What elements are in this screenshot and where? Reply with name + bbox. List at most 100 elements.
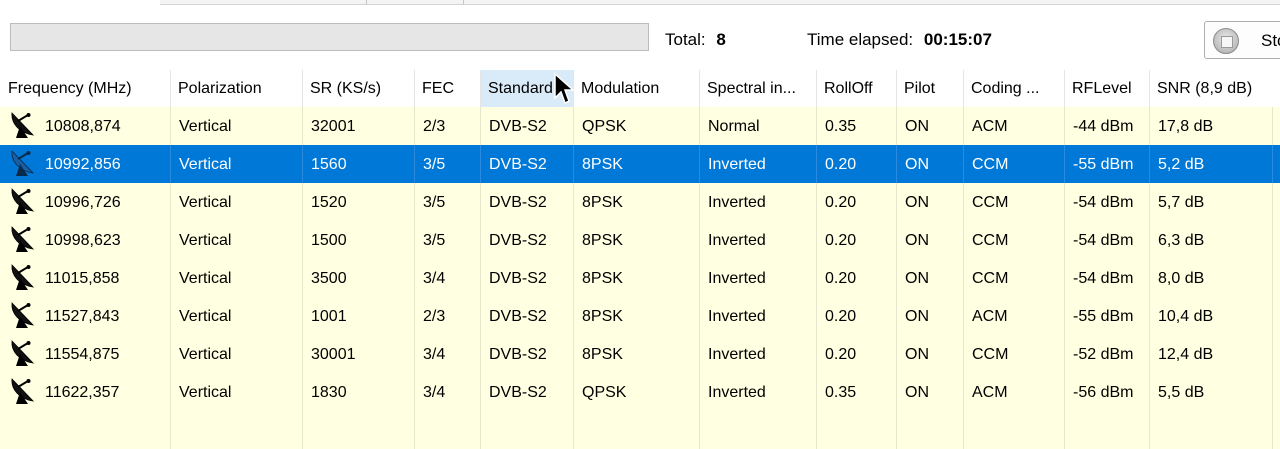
- transponder-table[interactable]: Frequency (MHz) Polarization SR (KS/s) FEC S…: [0, 70, 1280, 449]
- cell-sr-ks-s: 1520: [311, 194, 347, 211]
- cell-divider: [896, 259, 897, 297]
- cell-rolloff: 0.20: [825, 308, 857, 325]
- total-label: Total:: [665, 30, 706, 49]
- cell-divider: [573, 183, 574, 221]
- table-row[interactable]: 11015,858 Vertical 3500 3/4 DVB-S2 8PSK Invert…: [0, 259, 1280, 297]
- cell-divider: [963, 411, 964, 449]
- cell-polarization: Vertical: [179, 232, 232, 249]
- column-divider[interactable]: [170, 70, 171, 107]
- cell-divider: [1272, 335, 1273, 373]
- cell-divider: [1149, 297, 1150, 335]
- column-header-rolloff[interactable]: RollOff: [824, 80, 873, 97]
- cell-modulation: 8PSK: [582, 308, 623, 325]
- column-header-rflevel[interactable]: RFLevel: [1072, 80, 1132, 97]
- column-divider[interactable]: [816, 70, 817, 107]
- cell-frequency-mhz: 11554,875: [45, 346, 120, 363]
- cell-snr-8-9-db: 10,4 dB: [1158, 308, 1214, 325]
- column-header-spectral-in[interactable]: Spectral in...: [707, 80, 796, 97]
- cell-snr-8-9-db: 5,2 dB: [1158, 156, 1205, 173]
- column-divider[interactable]: [573, 70, 574, 107]
- column-divider[interactable]: [1064, 70, 1065, 107]
- cell-frequency-mhz: 11622,357: [45, 384, 120, 401]
- elapsed-label: Time elapsed:: [807, 30, 914, 49]
- cell-standard: DVB-S2: [489, 384, 547, 401]
- satellite-dish-icon: [9, 149, 37, 177]
- cell-divider: [816, 373, 817, 411]
- column-divider[interactable]: [414, 70, 415, 107]
- table-row[interactable]: 11554,875 Vertical 30001 3/4 DVB-S2 8PSK Inver…: [0, 335, 1280, 373]
- cell-divider: [1272, 259, 1273, 297]
- cell-sr-ks-s: 3500: [311, 270, 347, 287]
- table-row[interactable]: 11527,843 Vertical 1001 2/3 DVB-S2 8PSK Invert…: [0, 297, 1280, 335]
- cell-divider: [1272, 183, 1273, 221]
- cell-divider: [170, 145, 171, 183]
- cell-divider: [896, 297, 897, 335]
- cell-frequency-mhz: 11015,858: [45, 270, 120, 287]
- cell-polarization: Vertical: [179, 270, 232, 287]
- table-row[interactable]: 10998,623 Vertical 1500 3/5 DVB-S2 8PSK Invert…: [0, 221, 1280, 259]
- cell-modulation: 8PSK: [582, 346, 623, 363]
- cell-divider: [816, 107, 817, 145]
- cell-divider: [302, 145, 303, 183]
- satellite-dish-icon: [9, 225, 37, 253]
- column-divider[interactable]: [963, 70, 964, 107]
- cell-divider: [896, 183, 897, 221]
- cell-divider: [699, 259, 700, 297]
- column-divider[interactable]: [1149, 70, 1150, 107]
- column-header-frequency-mhz[interactable]: Frequency (MHz): [8, 80, 132, 97]
- cell-pilot: ON: [905, 308, 929, 325]
- column-header-sr-ks-s[interactable]: SR (KS/s): [310, 80, 382, 97]
- cell-divider: [816, 145, 817, 183]
- cell-standard: DVB-S2: [489, 156, 547, 173]
- cell-frequency-mhz: 10996,726: [45, 194, 121, 211]
- column-header-polarization[interactable]: Polarization: [178, 80, 262, 97]
- tab-separator: [463, 0, 464, 5]
- column-header-pilot[interactable]: Pilot: [904, 80, 936, 97]
- cell-divider: [1149, 335, 1150, 373]
- cell-divider: [816, 221, 817, 259]
- table-row[interactable]: 11622,357 Vertical 1830 3/4 DVB-S2 QPSK Invert…: [0, 373, 1280, 411]
- table-row[interactable]: 10992,856 Vertical 1560 3/5 DVB-S2 8PSK Invert…: [0, 145, 1280, 183]
- cell-snr-8-9-db: 5,5 dB: [1158, 384, 1205, 401]
- cell-sr-ks-s: 1500: [311, 232, 347, 249]
- cell-divider: [170, 107, 171, 145]
- cell-divider: [816, 335, 817, 373]
- table-row[interactable]: 10808,874 Vertical 32001 2/3 DVB-S2 QPSK Norma…: [0, 107, 1280, 145]
- cell-divider: [1272, 107, 1273, 145]
- cell-divider: [414, 183, 415, 221]
- satellite-dish-icon: [9, 339, 37, 367]
- cell-divider: [302, 297, 303, 335]
- column-divider[interactable]: [480, 70, 481, 107]
- cell-standard: DVB-S2: [489, 118, 547, 135]
- top-tab-strip: [0, 0, 1280, 6]
- cell-divider: [573, 107, 574, 145]
- cell-divider: [1149, 183, 1150, 221]
- cell-divider: [1064, 221, 1065, 259]
- cell-divider: [896, 107, 897, 145]
- total-value: 8: [716, 30, 726, 49]
- cell-divider: [1064, 107, 1065, 145]
- cell-pilot: ON: [905, 232, 929, 249]
- column-divider[interactable]: [896, 70, 897, 107]
- cell-divider: [1064, 297, 1065, 335]
- cell-divider: [302, 259, 303, 297]
- cell-spectral-in: Inverted: [708, 384, 766, 401]
- column-header-modulation[interactable]: Modulation: [581, 80, 660, 97]
- column-divider[interactable]: [699, 70, 700, 107]
- stop-button[interactable]: Sto: [1204, 21, 1280, 59]
- cell-divider: [699, 373, 700, 411]
- cell-divider: [1064, 411, 1065, 449]
- cell-modulation: QPSK: [582, 384, 627, 401]
- cell-divider: [1149, 259, 1150, 297]
- satellite-dish-icon: [9, 187, 37, 215]
- cell-frequency-mhz: 10998,623: [45, 232, 121, 249]
- cell-divider: [573, 335, 574, 373]
- cell-divider: [573, 297, 574, 335]
- table-row[interactable]: 10996,726 Vertical 1520 3/5 DVB-S2 8PSK Invert…: [0, 183, 1280, 221]
- column-header-coding[interactable]: Coding ...: [971, 80, 1040, 97]
- column-divider[interactable]: [302, 70, 303, 107]
- column-header-fec[interactable]: FEC: [422, 80, 454, 97]
- cell-divider: [170, 335, 171, 373]
- column-header-snr-8-9-db[interactable]: SNR (8,9 dB): [1157, 80, 1253, 97]
- cell-standard: DVB-S2: [489, 308, 547, 325]
